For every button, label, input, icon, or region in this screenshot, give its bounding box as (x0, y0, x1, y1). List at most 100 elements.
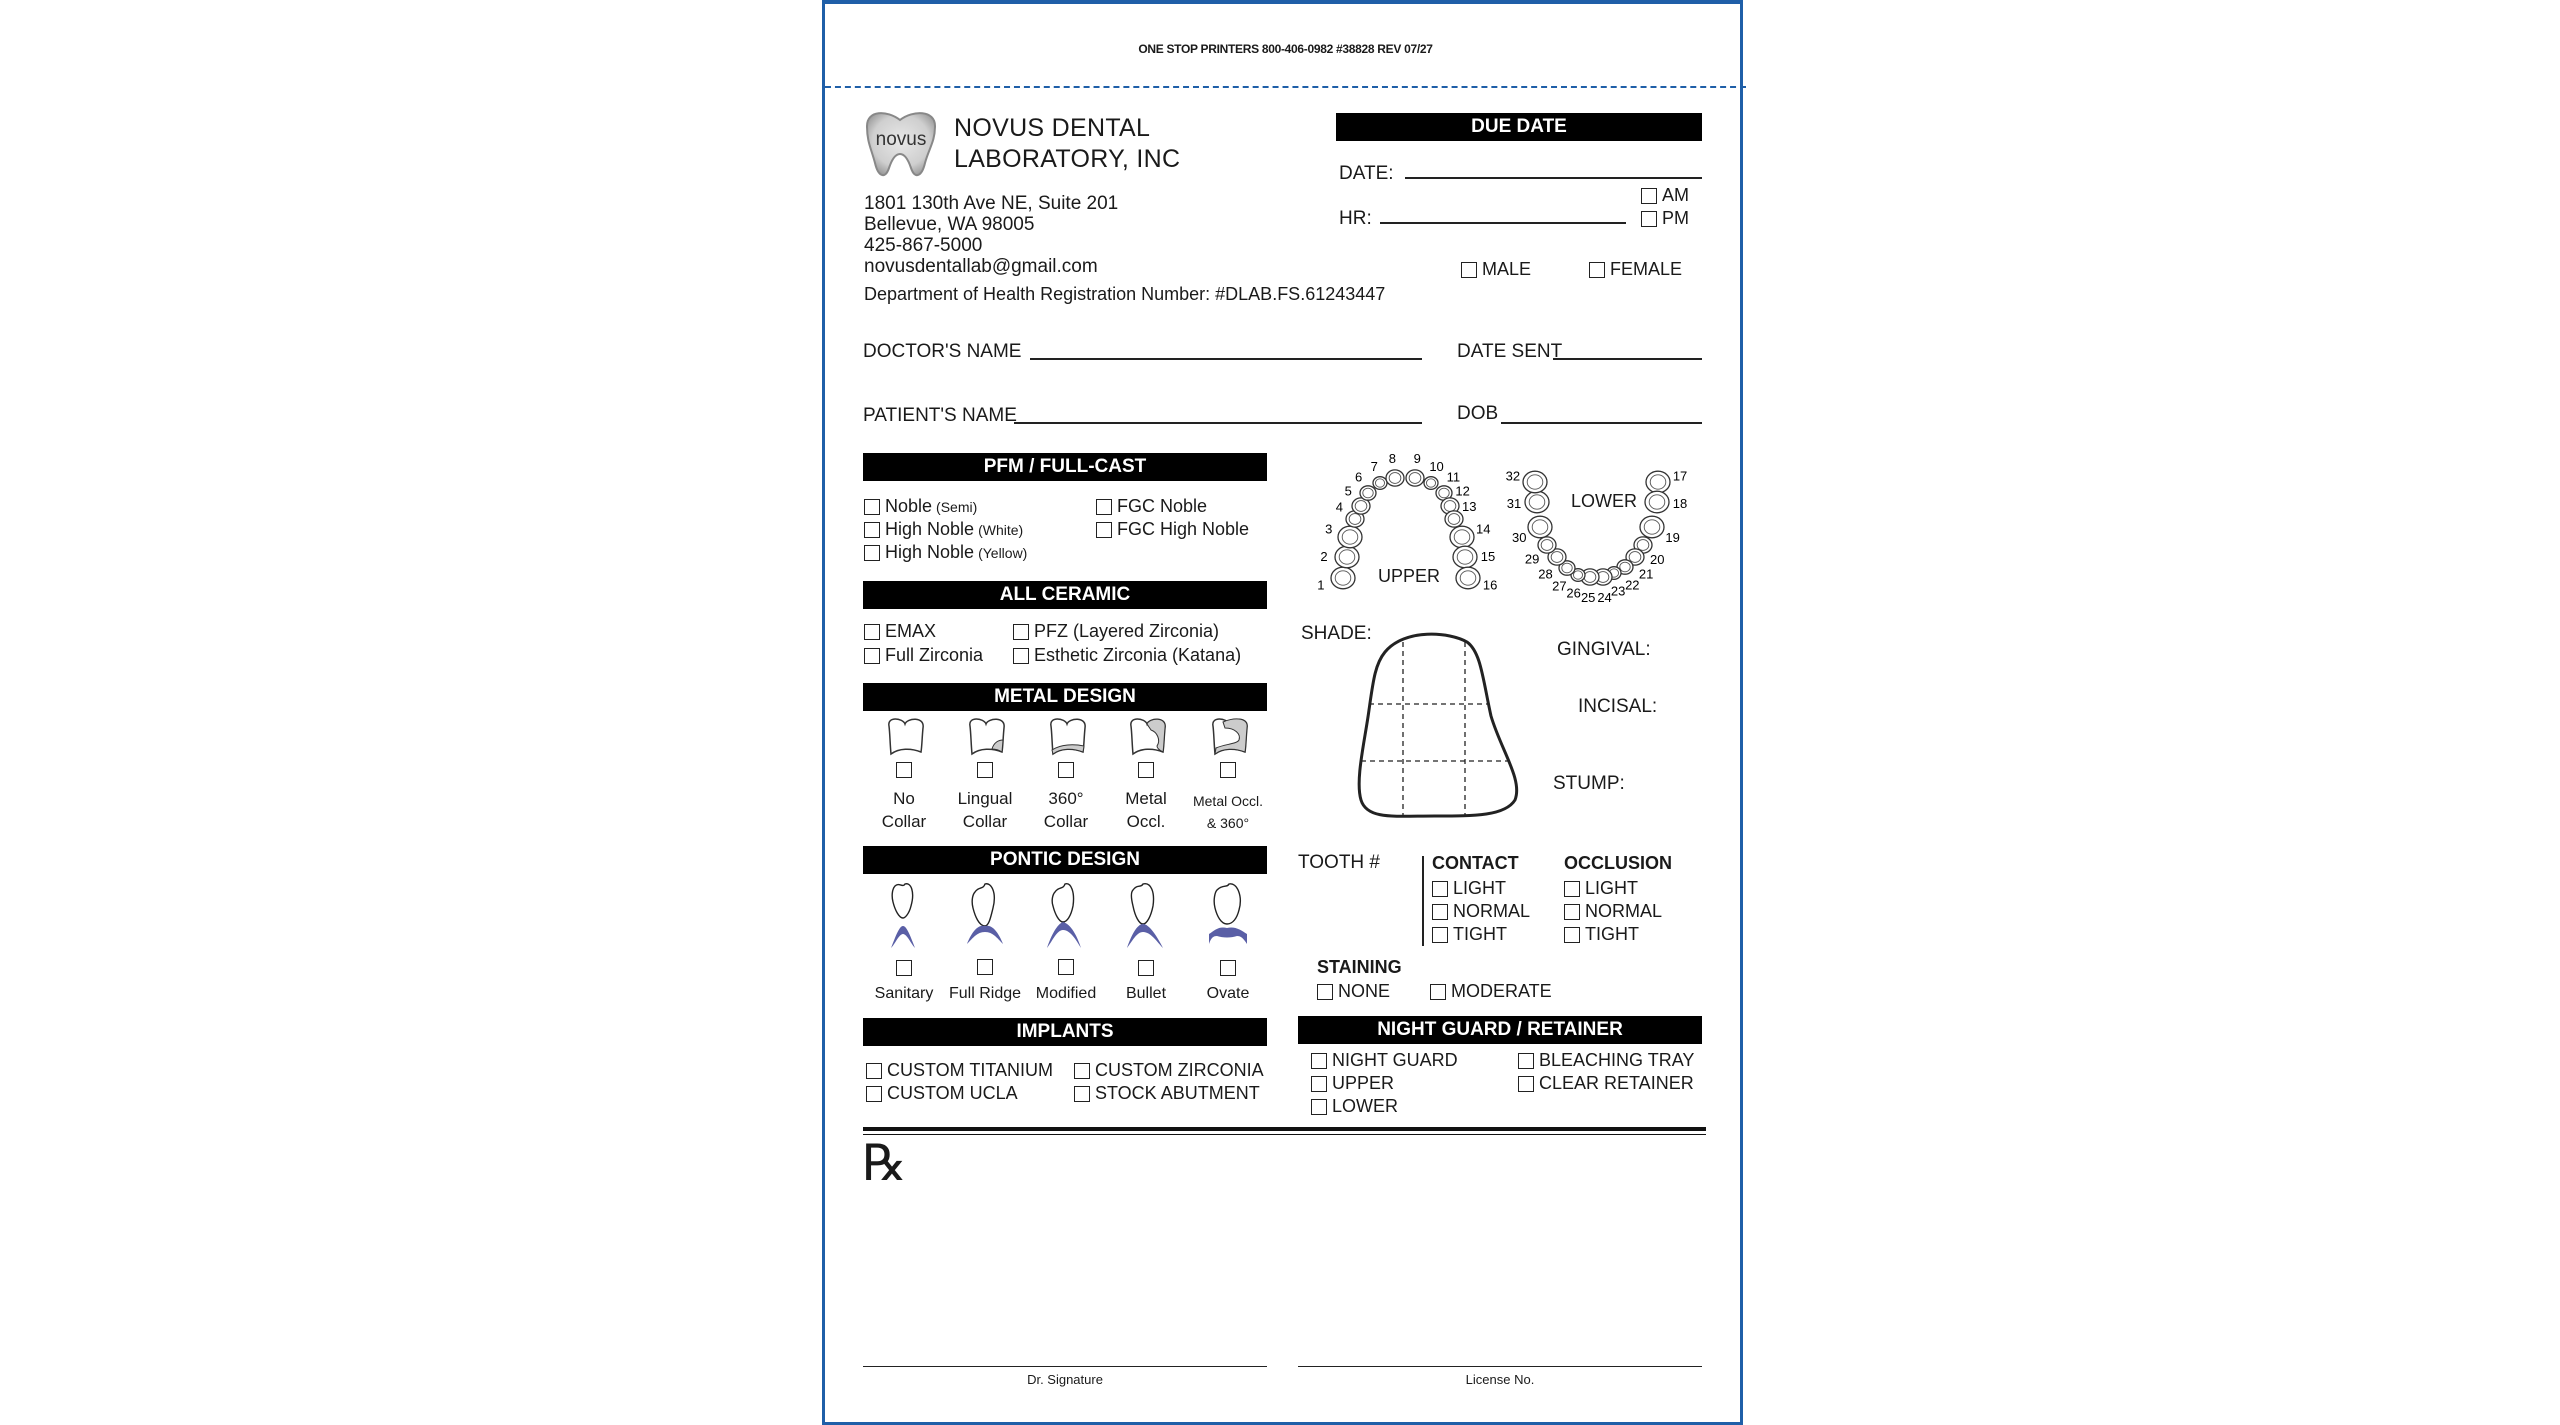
checkbox-box[interactable] (1589, 261, 1605, 278)
checkbox-box[interactable] (1058, 959, 1074, 975)
upper-tooth-4[interactable]: 4 (1336, 499, 1365, 528)
female-checkbox[interactable]: FEMALE (1589, 259, 1682, 280)
staining-none-checkbox[interactable]: NONE (1317, 981, 1390, 1002)
360-collar-checkbox[interactable] (1058, 762, 1079, 783)
checkbox-box[interactable] (1432, 926, 1448, 943)
clear-retainer-checkbox[interactable]: CLEAR RETAINER (1518, 1073, 1694, 1094)
esthetic-zirconia-checkbox[interactable]: Esthetic Zirconia (Katana) (1013, 645, 1241, 666)
patient-name-input[interactable] (1014, 422, 1422, 424)
checkbox-box[interactable] (1518, 1052, 1534, 1069)
checkbox-box[interactable] (977, 959, 993, 975)
full-zirconia-checkbox[interactable]: Full Zirconia (864, 645, 983, 666)
checkbox-box[interactable] (864, 623, 880, 640)
contact-tight-checkbox[interactable]: TIGHT (1432, 924, 1507, 945)
custom-ucla-checkbox[interactable]: CUSTOM UCLA (866, 1083, 1018, 1104)
contact-light-checkbox[interactable]: LIGHT (1432, 878, 1506, 899)
custom-zirconia-checkbox[interactable]: CUSTOM ZIRCONIA (1074, 1060, 1264, 1081)
checkbox-box[interactable] (896, 960, 912, 976)
checkbox-box[interactable] (1317, 983, 1333, 1000)
dob-input[interactable] (1501, 422, 1702, 424)
lower-tooth-17[interactable]: 17 (1645, 468, 1687, 494)
lower-tooth-31[interactable]: 31 (1507, 490, 1550, 514)
high-noble-yellow-checkbox[interactable]: High Noble (Yellow) (864, 542, 1027, 563)
pm-checkbox[interactable]: PM (1641, 208, 1689, 229)
license-number-line[interactable] (1298, 1366, 1702, 1367)
checkbox-box[interactable] (977, 762, 993, 778)
checkbox-box[interactable] (1096, 498, 1112, 515)
checkbox-box[interactable] (1311, 1098, 1327, 1115)
due-hour-input[interactable] (1380, 222, 1626, 224)
upper-tooth-16[interactable]: 16 (1455, 566, 1497, 592)
sanitary-checkbox[interactable] (896, 960, 917, 981)
stock-abutment-checkbox[interactable]: STOCK ABUTMENT (1074, 1083, 1260, 1104)
checkbox-box[interactable] (1432, 880, 1448, 897)
checkbox-box[interactable] (1220, 762, 1236, 778)
upper-tooth-9[interactable]: 9 (1405, 451, 1425, 487)
checkbox-box[interactable] (1074, 1085, 1090, 1102)
night-guard-checkbox[interactable]: NIGHT GUARD (1311, 1050, 1458, 1071)
checkbox-box[interactable] (864, 498, 880, 515)
metal-occlusal-360-checkbox[interactable] (1220, 762, 1241, 783)
doctor-name-input[interactable] (1030, 358, 1422, 360)
checkbox-box[interactable] (1311, 1075, 1327, 1092)
male-checkbox[interactable]: MALE (1461, 259, 1531, 280)
upper-checkbox[interactable]: UPPER (1311, 1073, 1394, 1094)
checkbox-box[interactable] (1220, 960, 1236, 976)
lower-tooth-28[interactable]: 28 (1538, 548, 1567, 581)
fgc-noble-checkbox[interactable]: FGC Noble (1096, 496, 1207, 517)
lower-tooth-29[interactable]: 29 (1525, 536, 1557, 566)
upper-tooth-5[interactable]: 5 (1345, 484, 1371, 515)
due-date-input[interactable] (1405, 177, 1702, 179)
lower-tooth-25[interactable]: 25 (1580, 568, 1600, 605)
shade-map-tooth-diagram[interactable] (1355, 630, 1525, 822)
no-collar-checkbox[interactable] (896, 762, 917, 783)
noble-checkbox[interactable]: Noble (Semi) (864, 496, 977, 517)
metal-occlusal-checkbox[interactable] (1138, 762, 1159, 783)
upper-tooth-13[interactable]: 13 (1444, 499, 1476, 528)
checkbox-box[interactable] (1311, 1052, 1327, 1069)
bleaching-tray-checkbox[interactable]: BLEACHING TRAY (1518, 1050, 1694, 1071)
full-ridge-checkbox[interactable] (977, 959, 998, 980)
checkbox-box[interactable] (1564, 880, 1580, 897)
checkbox-box[interactable] (1013, 623, 1029, 640)
upper-tooth-11[interactable]: 11 (1435, 469, 1460, 501)
checkbox-box[interactable] (1518, 1075, 1534, 1092)
upper-tooth-12[interactable]: 12 (1440, 483, 1470, 515)
modified-checkbox[interactable] (1058, 959, 1079, 980)
upper-tooth-15[interactable]: 15 (1452, 545, 1495, 569)
checkbox-box[interactable] (1461, 261, 1477, 278)
upper-tooth-2[interactable]: 2 (1320, 545, 1360, 569)
checkbox-box[interactable] (1074, 1062, 1090, 1079)
checkbox-box[interactable] (1058, 762, 1074, 778)
checkbox-box[interactable] (1138, 762, 1154, 778)
emax-checkbox[interactable]: EMAX (864, 621, 936, 642)
upper-tooth-7[interactable]: 7 (1371, 459, 1388, 490)
date-sent-input[interactable] (1553, 358, 1702, 360)
checkbox-box[interactable] (1564, 926, 1580, 943)
pfz-checkbox[interactable]: PFZ (Layered Zirconia) (1013, 621, 1219, 642)
checkbox-box[interactable] (1641, 187, 1657, 204)
checkbox-box[interactable] (1013, 647, 1029, 664)
upper-tooth-14[interactable]: 14 (1449, 521, 1491, 549)
checkbox-box[interactable] (1432, 903, 1448, 920)
rx-notes-area[interactable] (866, 1190, 1702, 1360)
lower-checkbox[interactable]: LOWER (1311, 1096, 1398, 1117)
fgc-high-noble-checkbox[interactable]: FGC High Noble (1096, 519, 1249, 540)
occlusion-tight-checkbox[interactable]: TIGHT (1564, 924, 1639, 945)
doctor-signature-line[interactable] (863, 1366, 1267, 1367)
bullet-checkbox[interactable] (1138, 960, 1159, 981)
upper-tooth-6[interactable]: 6 (1355, 469, 1377, 501)
lower-tooth-32[interactable]: 32 (1506, 469, 1548, 494)
upper-tooth-10[interactable]: 10 (1423, 459, 1444, 490)
occlusion-normal-checkbox[interactable]: NORMAL (1564, 901, 1662, 922)
checkbox-box[interactable] (1564, 903, 1580, 920)
checkbox-box[interactable] (1138, 960, 1154, 976)
ovate-checkbox[interactable] (1220, 960, 1241, 981)
contact-normal-checkbox[interactable]: NORMAL (1432, 901, 1530, 922)
checkbox-box[interactable] (1430, 983, 1446, 1000)
upper-tooth-3[interactable]: 3 (1325, 521, 1363, 549)
checkbox-box[interactable] (896, 762, 912, 778)
lingual-collar-checkbox[interactable] (977, 762, 998, 783)
am-checkbox[interactable]: AM (1641, 185, 1689, 206)
checkbox-box[interactable] (864, 647, 880, 664)
